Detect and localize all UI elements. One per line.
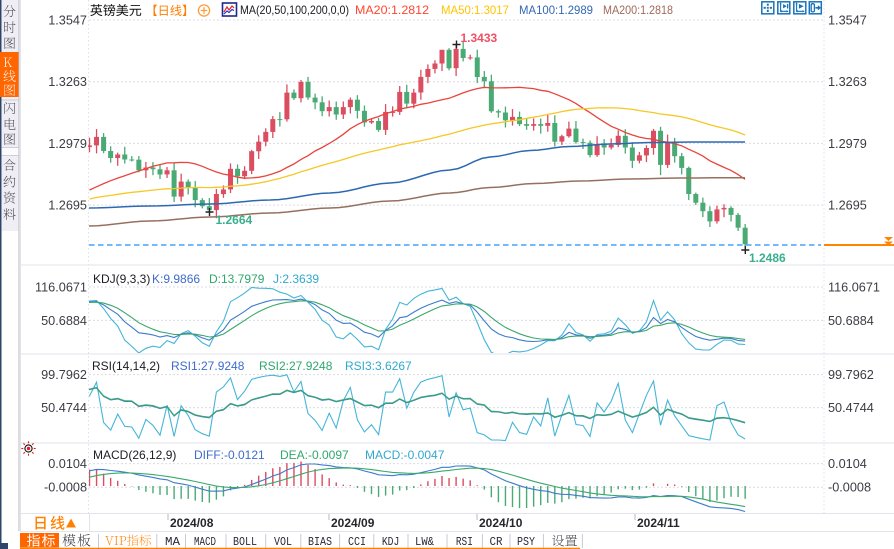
- svg-text:50.6884: 50.6884: [828, 314, 874, 328]
- svg-text:DIFF:-0.0121: DIFF:-0.0121: [194, 448, 265, 462]
- svg-text:RSI2:27.9248: RSI2:27.9248: [259, 359, 333, 373]
- svg-text:MACD:-0.0047: MACD:-0.0047: [365, 448, 445, 462]
- svg-text:0.0104: 0.0104: [48, 457, 87, 471]
- svg-text:0.0104: 0.0104: [828, 457, 867, 471]
- svg-text:2024/08: 2024/08: [170, 516, 214, 530]
- svg-text:PSY: PSY: [517, 535, 535, 549]
- svg-text:1.2695: 1.2695: [48, 199, 87, 213]
- svg-text:1.2695: 1.2695: [828, 199, 867, 213]
- svg-text:1.3433: 1.3433: [461, 31, 498, 45]
- svg-text:MA(20,50,100,200,0,0): MA(20,50,100,200,0,0): [240, 3, 349, 17]
- svg-text:1.2979: 1.2979: [828, 137, 867, 151]
- svg-text:J:2.3639: J:2.3639: [273, 272, 319, 286]
- svg-text:1.2664: 1.2664: [216, 213, 253, 227]
- svg-text:116.0671: 116.0671: [35, 280, 87, 294]
- svg-text:99.7962: 99.7962: [41, 368, 87, 382]
- svg-text:-0.0008: -0.0008: [44, 481, 87, 495]
- svg-text:MA: MA: [165, 535, 181, 549]
- svg-text:2024/09: 2024/09: [331, 516, 375, 530]
- svg-text:50.6884: 50.6884: [41, 314, 87, 328]
- svg-text:50.4744: 50.4744: [41, 401, 87, 415]
- svg-text:RSI: RSI: [456, 535, 473, 549]
- svg-text:MA100:1.2989: MA100:1.2989: [519, 3, 593, 17]
- svg-text:K:9.9866: K:9.9866: [152, 272, 200, 286]
- svg-text:MA20:1.2812: MA20:1.2812: [355, 3, 429, 17]
- svg-text:1.3263: 1.3263: [48, 75, 87, 89]
- svg-text:1.3547: 1.3547: [48, 13, 87, 27]
- svg-text:LW&: LW&: [415, 535, 434, 549]
- svg-text:D:13.7979: D:13.7979: [209, 272, 265, 286]
- svg-text:MACD(26,12,9): MACD(26,12,9): [93, 448, 176, 462]
- svg-text:BIAS: BIAS: [308, 535, 332, 549]
- svg-text:VOL: VOL: [274, 535, 292, 549]
- svg-text:RSI3:3.6267: RSI3:3.6267: [345, 359, 412, 373]
- svg-text:50.4744: 50.4744: [828, 401, 874, 415]
- svg-text:116.0671: 116.0671: [828, 280, 880, 294]
- svg-text:DEA:-0.0097: DEA:-0.0097: [280, 448, 349, 462]
- svg-text:MA50:1.3017: MA50:1.3017: [441, 3, 509, 17]
- svg-text:1.2486: 1.2486: [749, 251, 786, 265]
- svg-text:99.7962: 99.7962: [828, 368, 874, 382]
- svg-text:-0.0008: -0.0008: [828, 481, 871, 495]
- svg-text:RSI(14,14,2): RSI(14,14,2): [92, 359, 160, 373]
- svg-text:2024/10: 2024/10: [479, 516, 523, 530]
- svg-text:1.3263: 1.3263: [828, 75, 867, 89]
- svg-text:KDJ(9,3,3): KDJ(9,3,3): [93, 272, 150, 286]
- svg-text:KDJ: KDJ: [382, 535, 400, 549]
- svg-text:RSI1:27.9248: RSI1:27.9248: [171, 359, 245, 373]
- svg-text:MA200:1.2818: MA200:1.2818: [603, 3, 673, 17]
- svg-text:1.3547: 1.3547: [828, 13, 867, 27]
- svg-text:1.2979: 1.2979: [48, 137, 87, 151]
- svg-text:CR: CR: [490, 535, 503, 549]
- svg-text:2024/11: 2024/11: [637, 516, 680, 530]
- svg-text:MACD: MACD: [194, 535, 216, 549]
- svg-text:BOLL: BOLL: [233, 535, 257, 549]
- svg-text:CCI: CCI: [348, 535, 366, 549]
